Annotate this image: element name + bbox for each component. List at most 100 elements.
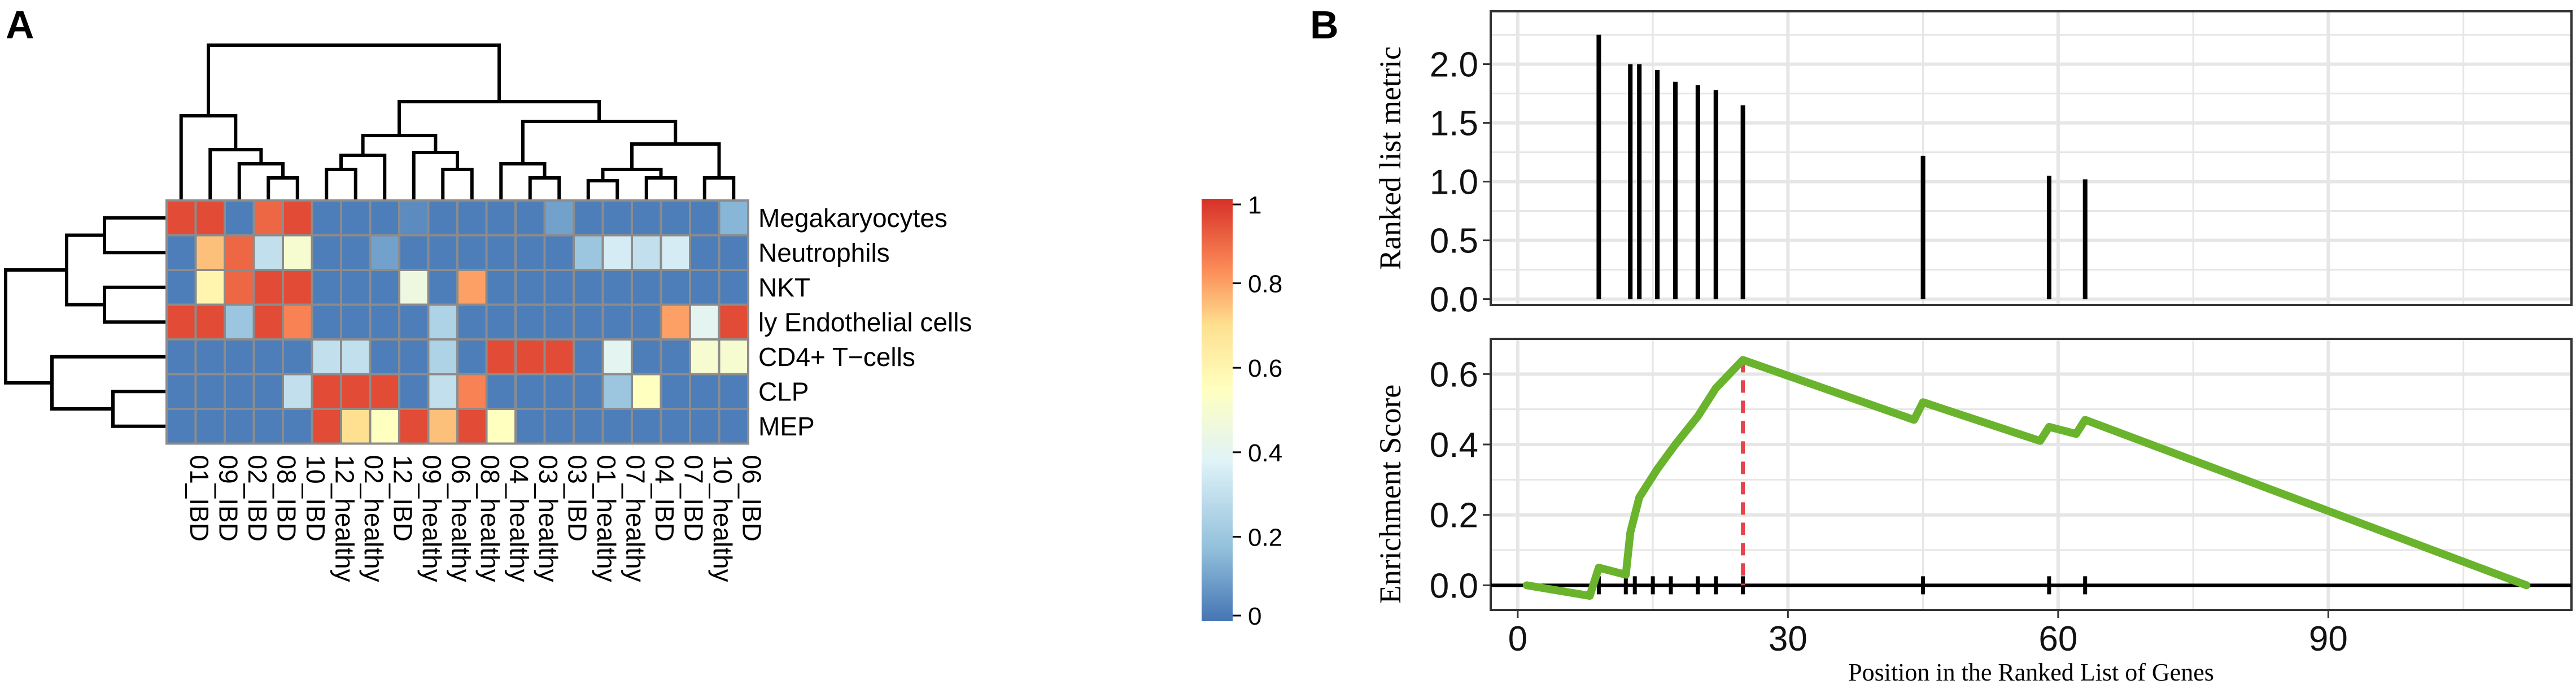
heatmap-cell (165, 408, 197, 445)
heatmap-cell (369, 269, 400, 306)
dendrogram-link (267, 176, 299, 200)
row-dendrogram (4, 216, 167, 428)
heatmap-cell (369, 408, 400, 445)
heatmap-cell (456, 234, 488, 271)
heatmap-cell (369, 234, 400, 271)
enrichment-y-ticks: 0.0 0.2 0.4 0.6 (1430, 355, 1491, 605)
heatmap-cell (514, 199, 546, 237)
heatmap-cell (601, 234, 633, 271)
heatmap-cell (718, 373, 749, 410)
heatmap-cell (427, 373, 459, 410)
heatmap-cell (340, 269, 372, 306)
heatmap-cell (718, 303, 749, 341)
heatmap-cell (165, 338, 197, 376)
heatmap-cell (573, 303, 604, 341)
heatmap-cell (543, 338, 575, 376)
heatmap-cell (427, 199, 459, 237)
legend-ticks: 0 0.2 0.4 0.6 0.8 1 (1233, 191, 1282, 630)
heatmap-cell (165, 199, 197, 237)
heatmap-cell (514, 373, 546, 410)
heatmap-column-label: 12_IBD (388, 455, 417, 542)
heatmap-cell (398, 408, 430, 445)
heatmap-cell (718, 338, 749, 376)
heatmap-cell (252, 303, 284, 341)
heatmap-column-label: 02_healthy (359, 455, 388, 582)
dendrogram-link (4, 268, 67, 385)
dendrogram-link (111, 390, 167, 428)
heatmap-column-label: 03_IBD (562, 455, 592, 542)
heatmap-cell (311, 408, 342, 445)
heatmap-row-label: ly Endothelial cells (758, 307, 972, 337)
heatmap-cell (601, 303, 633, 341)
heatmap-cell (485, 199, 517, 237)
heatmap-cell (631, 408, 662, 445)
dendrogram-link (702, 176, 736, 200)
heatmap-cell (194, 373, 226, 410)
legend-tick-label: 0.4 (1248, 439, 1282, 467)
heatmap-column-label: 08_IBD (272, 455, 301, 542)
heatmap-cell (398, 373, 430, 410)
heatmap-cell (194, 234, 226, 271)
heatmap-cell (485, 408, 517, 445)
heatmap-cell (601, 338, 633, 376)
dendrogram-link (179, 114, 238, 200)
dendrogram-link (644, 176, 678, 200)
ranked-bars (1596, 34, 2088, 299)
y-tick-label: 0.2 (1430, 496, 1478, 535)
heatmap-cell (631, 269, 662, 306)
heatmap-cell (485, 269, 517, 306)
heatmap-cell (340, 408, 372, 445)
heatmap-cell (573, 269, 604, 306)
heatmap-cell (456, 338, 488, 376)
heatmap-cell (601, 199, 633, 237)
heatmap-cell (631, 373, 662, 410)
heatmap-cell (194, 338, 226, 376)
heatmap-cell (514, 269, 546, 306)
heatmap-cell (224, 234, 255, 271)
heatmap-cell (514, 338, 546, 376)
legend-tick-label: 0 (1248, 603, 1261, 630)
legend-tick-label: 0.2 (1248, 524, 1282, 551)
ranked-plot-frame (1490, 10, 2573, 306)
heatmap-cell (224, 373, 255, 410)
heatmap-column-label: 04_healthy (504, 455, 534, 582)
heatmap-cell (224, 303, 255, 341)
heatmap-cell (689, 234, 721, 271)
heatmap-cell (369, 373, 400, 410)
heatmap-column-label: 06_healthy (446, 455, 475, 582)
heatmap-cell (340, 234, 372, 271)
heatmap-cell (282, 303, 313, 341)
heatmap-row-label: Neutrophils (758, 238, 890, 267)
heatmap-cell (194, 408, 226, 445)
heatmap-cell (224, 408, 255, 445)
heatmap-cell (689, 373, 721, 410)
heatmap-cell (282, 269, 313, 306)
dendrogram-link (207, 43, 501, 116)
heatmap-cell (369, 199, 400, 237)
heatmap-cell (485, 373, 517, 410)
heatmap-column-label: 10_healthy (708, 455, 737, 582)
x-tick-label: 60 (2038, 620, 2077, 659)
heatmap-cell (689, 199, 721, 237)
heatmap-cell (456, 199, 488, 237)
heatmap-cell (543, 408, 575, 445)
heatmap-cell (456, 373, 488, 410)
heatmap-cell (427, 303, 459, 341)
dendrogram-link (586, 179, 619, 200)
heatmap-cell (660, 338, 691, 376)
heatmap-cell (718, 234, 749, 271)
dendrogram-link (339, 154, 387, 200)
heatmap-row-label: MEP (758, 412, 815, 441)
heatmap-cell (689, 408, 721, 445)
heatmap-cell (427, 408, 459, 445)
heatmap-cell (282, 234, 313, 271)
dendrogram-link (103, 216, 167, 255)
heatmap-cell (282, 338, 313, 376)
heatmap-cell (456, 303, 488, 341)
heatmap-cell (427, 338, 459, 376)
heatmap-column-label: 09_healthy (417, 455, 447, 582)
enrichment-line (1522, 356, 2531, 600)
heatmap-cell (369, 303, 400, 341)
heatmap-cell (514, 234, 546, 271)
